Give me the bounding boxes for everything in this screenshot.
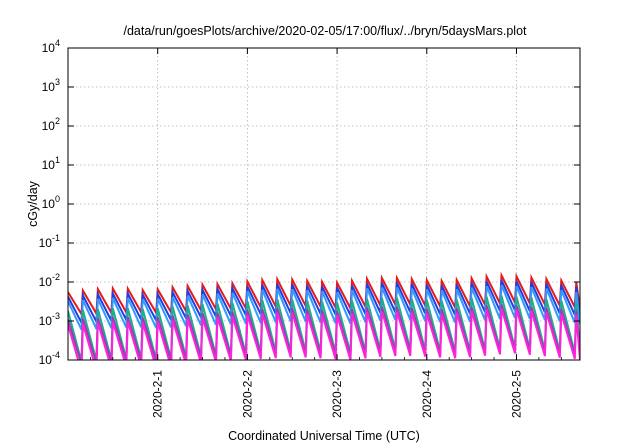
x-tick-label: 2020-2-1	[151, 370, 165, 418]
series-line	[68, 308, 580, 360]
y-tick-label: 10-4	[39, 350, 60, 367]
y-tick-label: 10-3	[39, 311, 60, 328]
y-tick-label: 104	[42, 38, 60, 55]
plot-area	[68, 271, 580, 360]
x-tick-label: 2020-2-5	[509, 370, 523, 418]
x-tick-label: 2020-2-3	[330, 370, 344, 418]
y-tick-label: 100	[42, 194, 60, 211]
y-tick-label: 10-2	[39, 272, 60, 289]
x-axis-label: Coordinated Universal Time (UTC)	[228, 429, 420, 443]
y-axis-label: cGy/day	[26, 180, 40, 227]
y-tick-label: 10-1	[39, 233, 60, 250]
y-tick-label: 101	[42, 155, 60, 172]
axis-ticks: 10-4 10-3 10-2 10-1 100 101 102 103 104 2020-2-1 2…	[39, 38, 580, 418]
x-tick-label: 2020-2-2	[240, 370, 254, 418]
x-tick-label: 2020-2-4	[420, 370, 434, 418]
y-tick-label: 103	[42, 77, 60, 94]
chart-title: /data/run/goesPlots/archive/2020-02-05/1…	[123, 24, 527, 38]
y-tick-label: 102	[42, 116, 60, 133]
